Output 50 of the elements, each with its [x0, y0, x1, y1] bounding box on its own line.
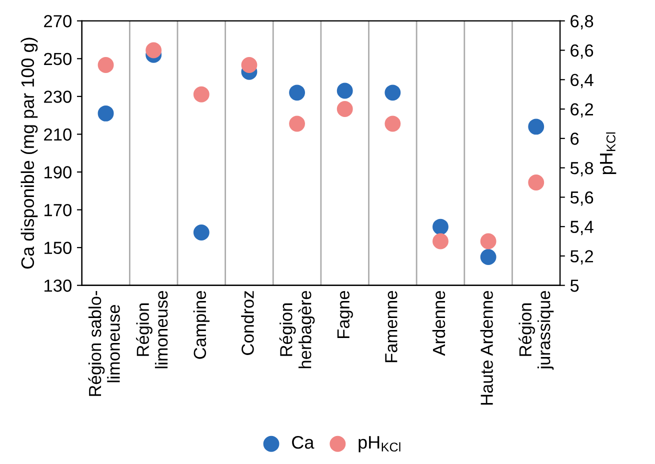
x-tick-label: Région herbagère	[279, 290, 315, 368]
x-tick-label: Campine	[193, 290, 210, 359]
point	[384, 116, 401, 132]
y2-tick-label: 5	[570, 280, 579, 292]
x-tick-label: Région jurassique	[518, 290, 554, 370]
y-axis-title: Ca disponible (mg par 100 g)	[20, 38, 38, 269]
y-tick-label: 270	[44, 15, 72, 28]
point	[432, 218, 448, 235]
y2-tick-label: 5,8	[570, 162, 594, 176]
y-tick-label: 130	[44, 280, 72, 292]
x-tick-label: Condroz	[241, 291, 254, 355]
point	[432, 233, 448, 250]
y2-tick-label: 6,2	[570, 103, 594, 118]
point	[98, 105, 114, 122]
point	[528, 174, 544, 190]
x-tick-label: Famenne	[385, 290, 398, 362]
y-tick-label: 170	[44, 204, 72, 216]
point	[289, 116, 306, 132]
x-tick-label: Ardenne	[432, 290, 446, 356]
x-tick-label: Haute Ardenne	[480, 290, 493, 405]
legend-label: pH$_{KCl}$	[358, 436, 400, 452]
y-tick-label: 150	[44, 242, 72, 254]
y2-tick-label: 5,2	[570, 250, 594, 264]
y2-tick-label: 5,4	[570, 220, 594, 236]
point	[146, 42, 162, 58]
y2-tick-label: 6,4	[570, 74, 594, 88]
point	[480, 233, 496, 250]
y2-tick-label: 6,6	[570, 44, 594, 59]
y-tick-label: 250	[44, 52, 72, 66]
point	[336, 101, 353, 118]
point	[528, 118, 544, 135]
point	[289, 84, 306, 101]
point	[241, 56, 258, 73]
point	[193, 86, 210, 102]
legend-label: Ca	[292, 436, 314, 449]
point	[480, 249, 496, 265]
y-tick-label: 190	[44, 166, 72, 178]
x-tick-label: Région sablo- limoneuse	[88, 290, 120, 396]
x-tick-label: Fagne	[337, 290, 353, 338]
point	[193, 224, 210, 240]
point	[98, 56, 114, 73]
y2-tick-label: 5,6	[570, 191, 594, 206]
y2-tick-label: 6	[570, 132, 579, 145]
y-tick-label: 230	[44, 90, 72, 103]
point	[384, 84, 401, 101]
point	[336, 82, 353, 99]
y2-axis-title: pH$_{KCl}$	[600, 132, 616, 174]
y2-tick-label: 6,8	[570, 15, 594, 30]
y-tick-label: 210	[44, 128, 72, 141]
x-tick-label: Région limoneuse	[136, 290, 168, 368]
